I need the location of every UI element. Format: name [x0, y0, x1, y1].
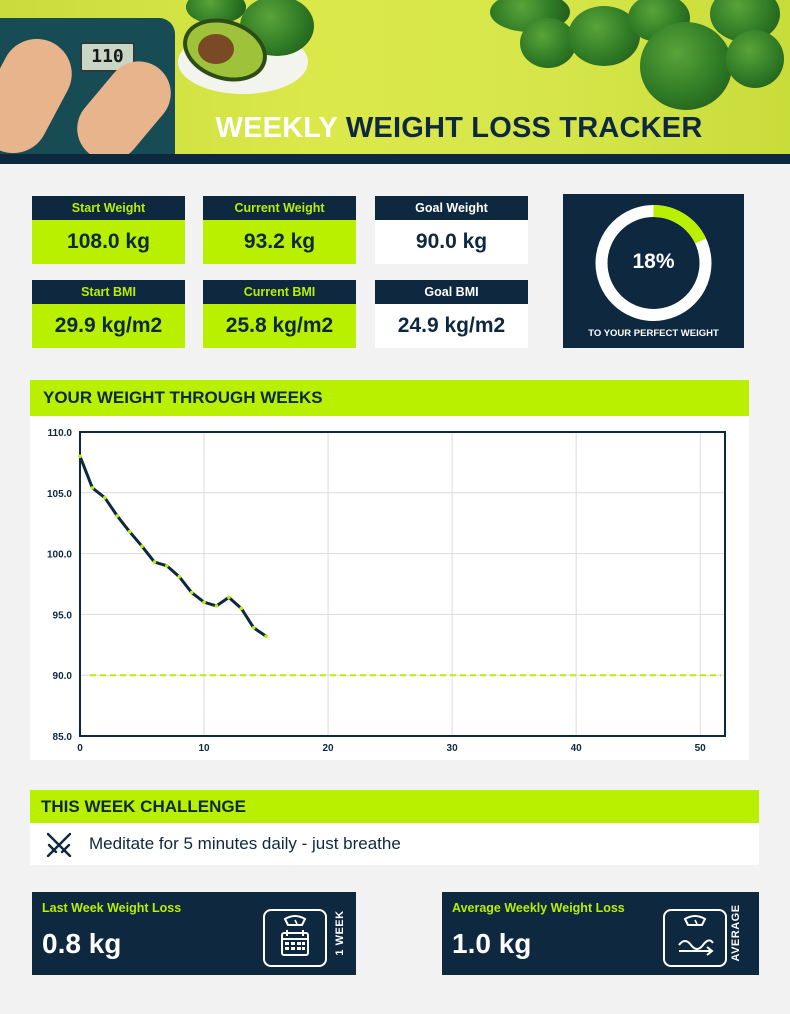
y-tick-label: 100.0 — [47, 550, 72, 561]
weight-data-point — [165, 563, 169, 568]
goal-weight-label: Goal Weight — [375, 196, 528, 220]
scale-display: 110 — [80, 42, 135, 72]
weight-data-point — [78, 454, 82, 459]
weight-data-point — [251, 625, 256, 630]
weight-series-line — [78, 455, 267, 638]
x-tick-label: 40 — [571, 743, 583, 754]
y-tick-label: 105.0 — [47, 489, 72, 500]
weight-data-point — [90, 486, 95, 490]
weight-data-point — [140, 544, 144, 549]
x-tick-label: 30 — [447, 743, 459, 754]
last-week-loss-label: Last Week Weight Loss — [42, 901, 182, 915]
weight-chart: 85.0 90.0 95.0 100.0 105.0 110.0 0 10 20 30 40 50 — [47, 428, 726, 754]
y-tick-label: 110.0 — [48, 428, 73, 439]
last-week-loss-panel: Last Week Weight Loss 0.8 kg 1 WEEK — [32, 892, 356, 975]
scale-trend-icon — [663, 909, 727, 967]
average-side-text: AVERAGE — [730, 904, 742, 962]
start-bmi-label: Start BMI — [32, 280, 185, 304]
scale-calendar-glyph — [281, 915, 309, 956]
progress-percent: 18% — [632, 250, 675, 273]
scale-trend-glyph — [678, 915, 714, 956]
chart-title: YOUR WEIGHT THROUGH WEEKS — [30, 380, 749, 416]
average-side-label: AVERAGE — [726, 894, 746, 972]
crossed-swords-icon — [46, 832, 72, 857]
current-bmi-value: 25.8 kg/m2 — [203, 304, 356, 348]
weight-data-point — [227, 595, 231, 600]
average-loss-panel: Average Weekly Weight Loss 1.0 kg AVERAG… — [442, 892, 759, 975]
challenge-title: THIS WEEK CHALLENGE — [30, 790, 759, 823]
goal-bmi-label: Goal BMI — [375, 280, 528, 304]
start-weight-value: 108.0 kg — [32, 220, 185, 264]
title-part-2: WEIGHT LOSS TRACKER — [345, 112, 703, 144]
progress-ring-fill — [595, 205, 712, 321]
header-divider — [0, 154, 790, 164]
progress-caption: TO YOUR PERFECT WEIGHT — [588, 328, 719, 339]
weight-data-point — [127, 529, 132, 534]
goal-weight-value: 90.0 kg — [375, 220, 528, 264]
header-banner: 110 WEEKLY WEIGHT LOSS TRACKER — [0, 0, 790, 164]
last-week-side-label: 1 WEEK — [330, 894, 350, 972]
weight-data-point — [115, 514, 120, 518]
start-bmi-card: Start BMI 29.9 kg/m2 — [32, 280, 185, 348]
y-tick-label: 90.0 — [53, 671, 73, 682]
page-title: WEEKLY WEIGHT LOSS TRACKER — [0, 112, 790, 145]
weight-data-point — [264, 634, 268, 639]
goal-bmi-card: Goal BMI 24.9 kg/m2 — [375, 280, 528, 348]
weight-data-point — [152, 560, 157, 564]
scale-calendar-icon — [263, 909, 327, 967]
progress-ring — [595, 205, 712, 321]
x-tick-label: 10 — [198, 743, 210, 754]
progress-panel: 18% TO YOUR PERFECT WEIGHT — [563, 194, 744, 348]
weight-chart-panel: YOUR WEIGHT THROUGH WEEKS 85.0 90.0 95.0 10… — [30, 380, 749, 760]
x-tick-label: 0 — [77, 743, 83, 754]
start-weight-label: Start Weight — [32, 196, 185, 220]
avocado-pit-image — [198, 34, 234, 64]
average-loss-label: Average Weekly Weight Loss — [452, 901, 625, 915]
weight-data-point — [239, 606, 244, 611]
x-tick-label: 20 — [323, 743, 335, 754]
current-bmi-label: Current BMI — [203, 280, 356, 304]
weight-data-point — [177, 574, 182, 579]
weight-data-point — [214, 604, 219, 608]
current-weight-value: 93.2 kg — [203, 220, 356, 264]
current-weight-card: Current Weight 93.2 kg — [203, 196, 356, 264]
title-part-1: WEEKLY — [215, 112, 338, 144]
broccoli-image — [726, 30, 784, 88]
x-tick-label: 50 — [695, 743, 707, 754]
broccoli-image — [520, 18, 576, 68]
plot-frame — [79, 431, 726, 737]
challenge-text: Meditate for 5 minutes daily - just brea… — [89, 834, 401, 853]
weight-data-point — [202, 600, 206, 605]
goal-bmi-value: 24.9 kg/m2 — [375, 304, 528, 348]
y-tick-label: 85.0 — [53, 732, 73, 743]
goal-weight-card: Goal Weight 90.0 kg — [375, 196, 528, 264]
broccoli-image — [640, 22, 732, 110]
challenge-row: Meditate for 5 minutes daily - just brea… — [30, 823, 759, 865]
last-week-loss-value: 0.8 kg — [42, 928, 122, 959]
last-week-side-text: 1 WEEK — [334, 910, 346, 956]
average-loss-value: 1.0 kg — [452, 928, 532, 959]
current-bmi-card: Current BMI 25.8 kg/m2 — [203, 280, 356, 348]
start-bmi-value: 29.9 kg/m2 — [32, 304, 185, 348]
weight-data-point — [189, 590, 194, 595]
weight-data-point — [103, 495, 107, 500]
y-tick-label: 95.0 — [53, 610, 73, 621]
current-weight-label: Current Weight — [203, 196, 356, 220]
start-weight-card: Start Weight 108.0 kg — [32, 196, 185, 264]
